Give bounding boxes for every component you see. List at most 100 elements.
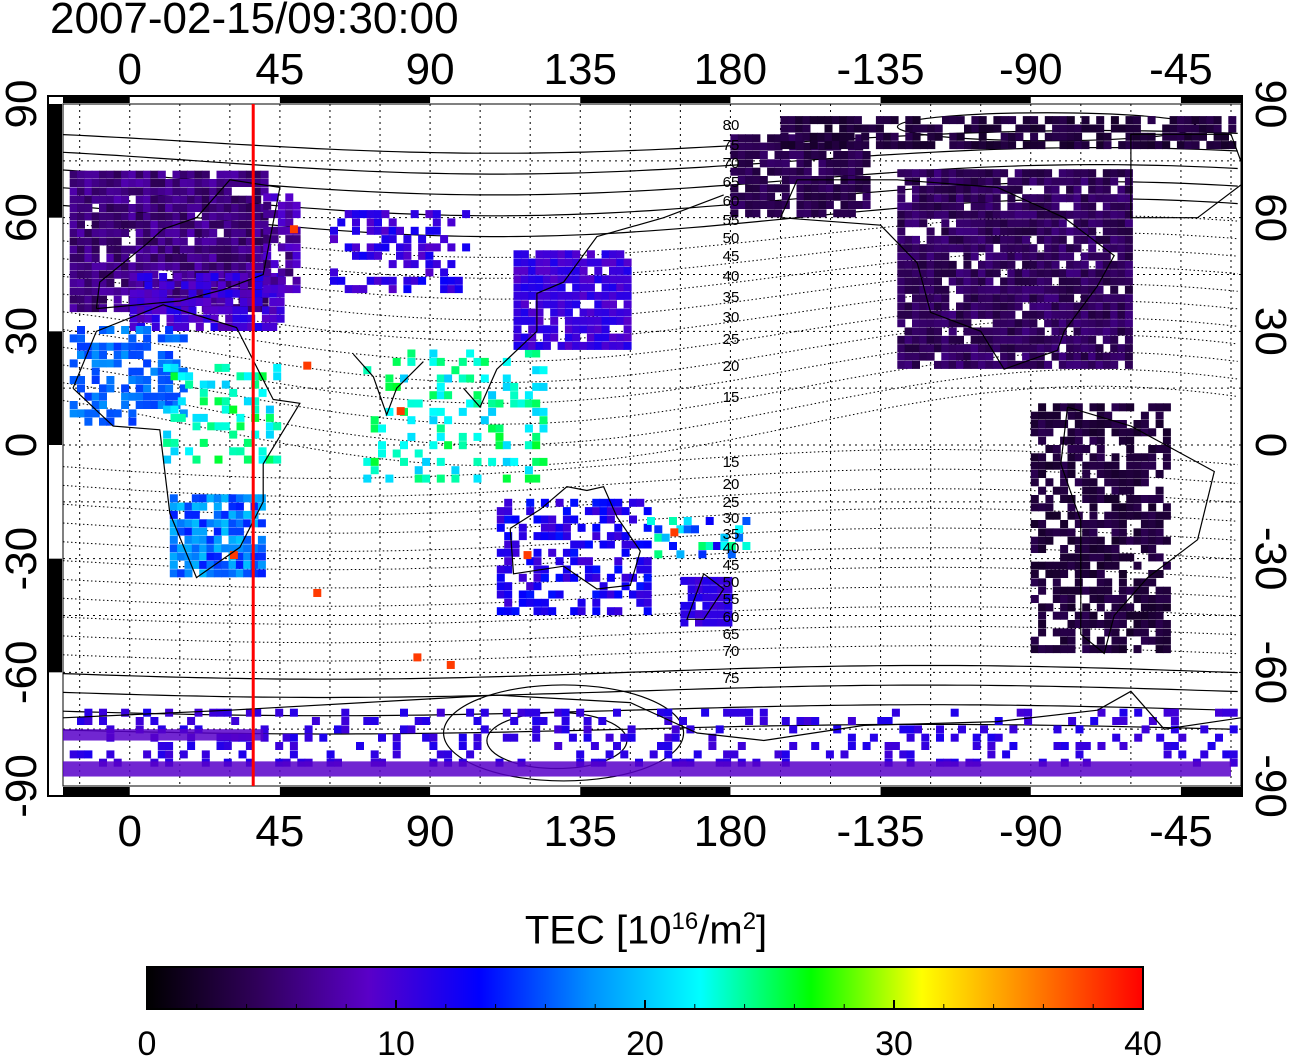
tec-cell: [247, 298, 256, 306]
tec-cell: [1096, 578, 1105, 587]
lat-tick-label-left: 0: [0, 433, 46, 457]
tec-cell: [128, 179, 137, 187]
tec-cell: [862, 151, 871, 159]
tec-cell: [173, 306, 182, 315]
tec-cell: [963, 344, 972, 353]
tec-cell: [429, 416, 438, 425]
tec-cell: [258, 455, 267, 464]
tec-cell: [1082, 742, 1091, 750]
tec-cell: [550, 291, 559, 300]
tec-cell: [285, 218, 294, 227]
tec-cell: [444, 391, 453, 400]
tec-cell: [91, 367, 100, 376]
tec-cell: [285, 268, 294, 277]
tec-cell: [1030, 124, 1039, 133]
tec-cell: [528, 275, 537, 284]
tec-cell: [570, 607, 579, 616]
tec-cell: [713, 542, 722, 550]
tec-cell: [533, 598, 542, 607]
tec-cell: [213, 527, 222, 536]
tec-cell: [1162, 636, 1171, 645]
tec-cell: [623, 283, 632, 292]
tec-cell: [245, 742, 254, 750]
tec-cell: [1148, 453, 1157, 462]
tec-cell: [606, 590, 615, 599]
tec-cell: [480, 357, 489, 366]
tec-cell: [535, 300, 544, 309]
tec-cell: [614, 607, 623, 616]
tec-cell: [363, 457, 372, 466]
tec-cell: [128, 367, 137, 376]
tec-cell: [165, 742, 174, 750]
tec-cell: [926, 210, 935, 219]
tec-cell: [1036, 235, 1045, 244]
tec-cell: [135, 401, 144, 409]
tec-cell: [862, 192, 871, 201]
tec-cell: [564, 333, 573, 342]
tec-cell: [1038, 528, 1047, 537]
tec-cell: [214, 397, 223, 406]
tec-cell: [1089, 586, 1098, 595]
tec-cell: [1089, 428, 1098, 437]
tec-cell: [752, 176, 761, 184]
tec-cell: [143, 708, 152, 717]
tec-cell: [251, 380, 260, 389]
tec-cell: [209, 245, 218, 254]
tec-cell: [243, 544, 252, 553]
tec-cell: [919, 302, 928, 311]
tec-cell: [128, 170, 137, 179]
tec-cell: [210, 273, 219, 281]
tec-cell: [897, 344, 906, 353]
tec-cell: [245, 279, 254, 287]
tec-cell: [170, 405, 179, 414]
tec-cell: [214, 363, 223, 372]
tec-cell: [381, 210, 390, 219]
tec-cell: [366, 243, 375, 252]
tec-cell: [956, 352, 964, 361]
tec-cell: [135, 392, 144, 401]
tec-cell: [400, 457, 408, 466]
tec-cell: [1052, 528, 1061, 537]
tec-cell: [767, 142, 776, 151]
tec-cell: [919, 344, 928, 353]
lat-tick-label-left: -30: [0, 527, 46, 591]
tec-cell: [199, 552, 208, 561]
tec-cell: [583, 717, 592, 725]
tec-cell: [245, 220, 254, 229]
mag-pole-loop: [442, 684, 685, 782]
tec-cell: [875, 124, 884, 133]
lat-tick-label-left: 30: [0, 307, 46, 356]
tec-cell: [1148, 611, 1157, 620]
tec-cell: [199, 413, 208, 422]
tec-cell: [194, 187, 203, 196]
tec-cell: [495, 441, 504, 450]
tec-cell: [1060, 611, 1069, 620]
tec-cell: [524, 441, 533, 450]
tec-cell: [432, 243, 441, 252]
tec-cell: [774, 151, 783, 159]
tec-cell: [570, 557, 579, 566]
tec-cell: [172, 195, 181, 204]
tec-cell: [1133, 511, 1142, 520]
tec-cell: [510, 391, 519, 400]
tec-cell: [897, 219, 906, 228]
tec-cell: [687, 610, 696, 619]
tec-cell: [533, 582, 542, 591]
tec-cell: [586, 250, 595, 259]
tec-cell: [392, 750, 401, 759]
tec-cell: [447, 260, 456, 269]
tec-cell: [803, 192, 812, 201]
tec-cell: [216, 245, 225, 254]
tec-cell: [454, 285, 463, 294]
tec-cell: [1140, 520, 1149, 528]
tec-cell: [825, 192, 834, 201]
tec-cell: [1036, 252, 1045, 261]
tec-cell: [1102, 244, 1111, 253]
tec-cell: [258, 388, 267, 397]
tec-cell: [717, 610, 726, 619]
tec-cell: [1074, 611, 1083, 620]
tec-cell: [1059, 132, 1068, 141]
tec-cell: [106, 179, 115, 187]
tec-cell: [247, 323, 256, 331]
tec-cell: [1007, 202, 1016, 211]
